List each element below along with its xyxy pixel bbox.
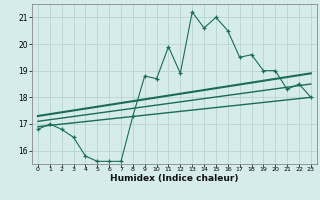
X-axis label: Humidex (Indice chaleur): Humidex (Indice chaleur) bbox=[110, 174, 239, 183]
